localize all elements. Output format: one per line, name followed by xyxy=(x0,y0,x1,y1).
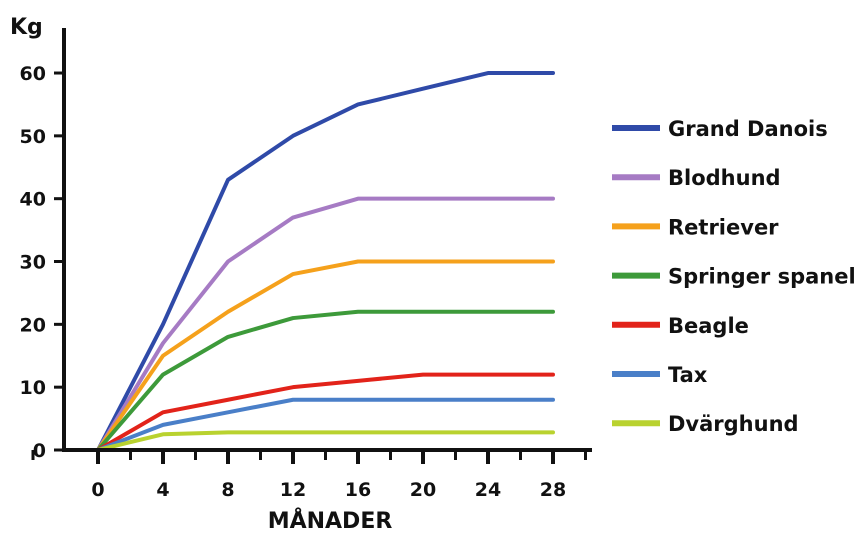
x-tick-label-0: 0 xyxy=(91,479,104,501)
series-line-retriever xyxy=(96,259,555,452)
x-tick-label-8: 8 xyxy=(221,479,234,501)
legend: Grand Danois Blodhund Retriever Springer sp… xyxy=(612,117,856,436)
legend-label-springer-spanel: Springer spanel xyxy=(668,265,856,289)
series-line-beagle xyxy=(96,372,555,452)
legend-label-tax: Tax xyxy=(668,363,708,387)
x-tick-label-12: 12 xyxy=(280,479,306,501)
series-line-blodhund xyxy=(96,196,555,452)
y-tick-label-10: 10 xyxy=(20,377,46,399)
legend-label-dv-rghund: Dvärghund xyxy=(668,412,799,436)
legend-label-blodhund: Blodhund xyxy=(668,166,781,190)
legend-label-beagle: Beagle xyxy=(668,314,749,338)
series-line-tax xyxy=(96,397,555,452)
series-line-springer-spanel xyxy=(96,309,555,452)
x-tick-label-16: 16 xyxy=(345,479,371,501)
legend-label-grand-danois: Grand Danois xyxy=(668,117,828,141)
ticks-layer: 0 4 8 12 16 20 24 28 0 10 20 30 40 50 60 xyxy=(20,63,587,501)
series-line-grand-danois xyxy=(96,71,555,452)
series-line-dv-rghund xyxy=(96,430,555,452)
y-tick-label-40: 40 xyxy=(20,189,46,211)
x-tick-label-4: 4 xyxy=(156,479,169,501)
y-tick-label-50: 50 xyxy=(20,126,46,148)
legend-label-retriever: Retriever xyxy=(668,215,779,239)
y-tick-label-0: 0 xyxy=(33,440,46,462)
x-tick-label-24: 24 xyxy=(475,479,501,501)
series-layer xyxy=(96,71,555,452)
x-axis-title: MÅNADER xyxy=(268,508,393,534)
x-tick-label-20: 20 xyxy=(410,479,436,501)
y-axis-title: Kg xyxy=(10,15,43,40)
y-tick-label-60: 60 xyxy=(20,63,46,85)
y-tick-label-30: 30 xyxy=(20,252,46,274)
x-tick-label-28: 28 xyxy=(540,479,566,501)
y-tick-label-20: 20 xyxy=(20,314,46,336)
